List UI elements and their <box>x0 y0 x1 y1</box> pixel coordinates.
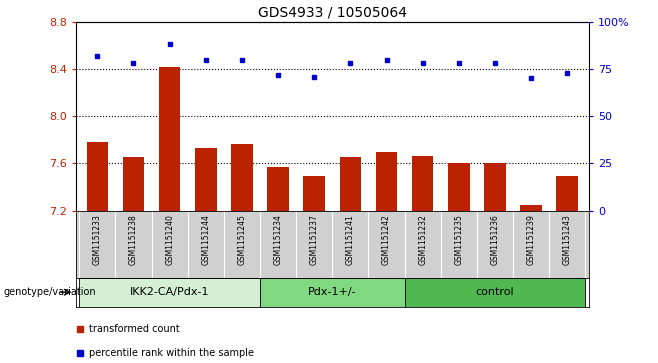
Text: GSM1151238: GSM1151238 <box>129 214 138 265</box>
Bar <box>405 278 586 307</box>
Bar <box>557 176 578 211</box>
Bar <box>340 158 361 211</box>
Bar <box>195 148 216 211</box>
Text: GSM1151234: GSM1151234 <box>274 214 282 265</box>
Text: genotype/variation: genotype/variation <box>3 287 96 297</box>
Text: GSM1151244: GSM1151244 <box>201 214 211 265</box>
Text: GSM1151232: GSM1151232 <box>418 214 427 265</box>
Bar <box>303 176 325 211</box>
Text: GSM1151233: GSM1151233 <box>93 214 102 265</box>
Bar <box>122 158 144 211</box>
Text: GSM1151240: GSM1151240 <box>165 214 174 265</box>
Bar <box>231 144 253 211</box>
Title: GDS4933 / 10505064: GDS4933 / 10505064 <box>258 5 407 19</box>
Text: transformed count: transformed count <box>89 324 180 334</box>
Text: GSM1151239: GSM1151239 <box>526 214 536 265</box>
Bar <box>260 278 405 307</box>
Bar <box>448 163 470 211</box>
Text: GSM1151235: GSM1151235 <box>454 214 463 265</box>
Text: control: control <box>476 287 515 297</box>
Text: Pdx-1+/-: Pdx-1+/- <box>308 287 357 297</box>
Text: GSM1151241: GSM1151241 <box>346 214 355 265</box>
Bar <box>376 151 397 211</box>
Bar <box>159 66 180 211</box>
Bar <box>520 205 542 211</box>
Bar <box>267 167 289 211</box>
Text: GSM1151245: GSM1151245 <box>238 214 247 265</box>
Text: GSM1151242: GSM1151242 <box>382 214 391 265</box>
Text: GSM1151237: GSM1151237 <box>310 214 318 265</box>
Bar <box>412 156 434 211</box>
Text: GSM1151236: GSM1151236 <box>490 214 499 265</box>
Bar <box>86 142 108 211</box>
Text: percentile rank within the sample: percentile rank within the sample <box>89 348 255 358</box>
Text: GSM1151243: GSM1151243 <box>563 214 572 265</box>
Bar <box>484 163 506 211</box>
Text: IKK2-CA/Pdx-1: IKK2-CA/Pdx-1 <box>130 287 209 297</box>
Bar <box>79 278 260 307</box>
